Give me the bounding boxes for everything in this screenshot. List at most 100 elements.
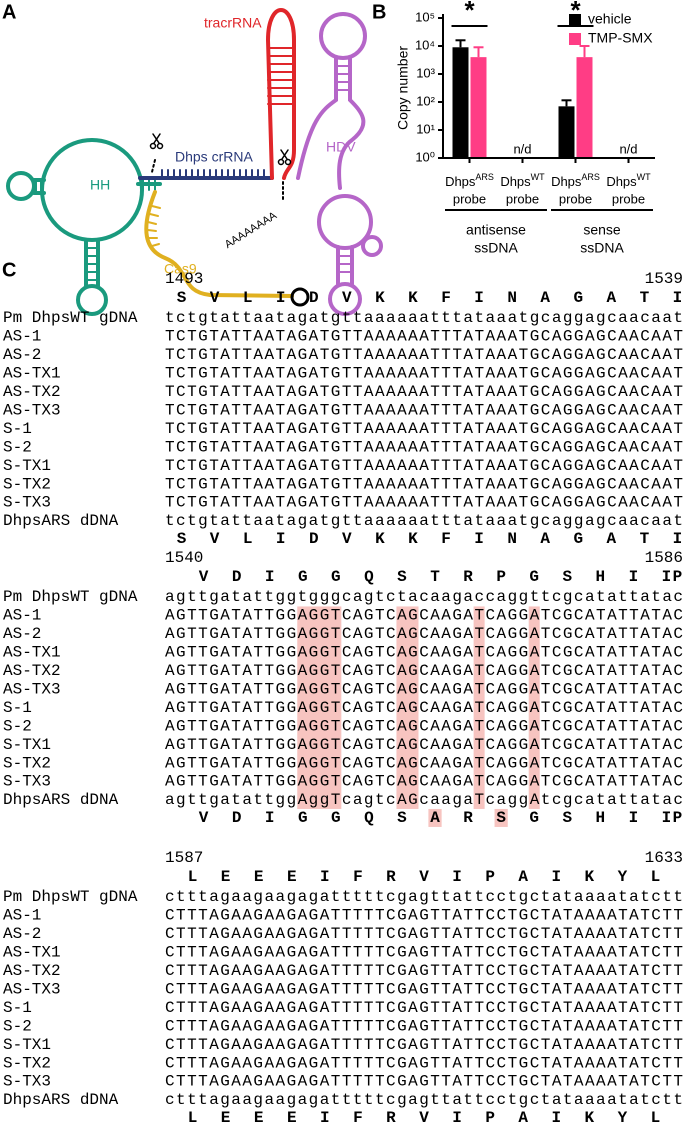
hdv-ribozyme	[296, 12, 383, 316]
amino-acid: L	[651, 868, 661, 886]
sequence: TCTGTATTAATAGATGTTAAAAAATTTATAAATGCAGGAG…	[165, 457, 683, 475]
amino-acid: P	[485, 868, 495, 886]
sequence: ctttagaagaagagatttttcgagttattcctgctataaa…	[165, 888, 683, 906]
amino-acid: I	[265, 568, 275, 586]
amino-acid: A	[518, 868, 528, 886]
row-name: AS-TX3	[3, 680, 61, 698]
aa-highlight	[428, 808, 442, 827]
x-tick-label: DhpsWT	[500, 172, 545, 189]
not-detected-label: n/d	[619, 141, 637, 156]
y-tick-label: 10⁰	[415, 149, 435, 164]
sequence-alignment: C 1493 1539 S V L I D V K K F I N A G A T I Pm DhpsWT gDNA t…	[2, 259, 683, 1127]
sequence: AGTTGATATTGGAGGTCAGTCAGCAAGATCAGGATCGCAT…	[165, 754, 683, 772]
row-name: AS-TX3	[3, 401, 61, 419]
amino-acid: L	[243, 530, 253, 548]
diagram-label: HH	[90, 177, 110, 193]
row-name: S-TX2	[3, 475, 51, 493]
amino-acid: E	[254, 1109, 264, 1127]
x-tick-label: probe	[453, 191, 486, 206]
category-superscript: ARS	[475, 172, 494, 182]
category-superscript: ARS	[581, 172, 600, 182]
amino-acid: K	[408, 530, 418, 548]
row-name: AS-TX1	[3, 365, 61, 383]
row-name: S-2	[3, 1017, 32, 1035]
position-start: 1540	[165, 549, 203, 567]
row-name: S-TX2	[3, 1054, 51, 1072]
bar	[558, 106, 575, 158]
category-superscript: WT	[531, 172, 545, 182]
amino-acid: A	[430, 809, 440, 827]
row-name: S-TX1	[3, 1036, 51, 1054]
row-name: Pm DhpsWT gDNA	[3, 888, 138, 906]
amino-acid: V	[199, 568, 209, 586]
amino-acid: A	[518, 1109, 528, 1127]
category-name: Dhps	[606, 174, 637, 189]
row-name: S-2	[3, 438, 32, 456]
amino-acid: R	[386, 1109, 396, 1127]
amino-acid: E	[287, 1109, 297, 1127]
legend-swatch	[569, 14, 581, 26]
row-name: S-1	[3, 699, 32, 717]
amino-acid: T	[640, 289, 650, 307]
group-label: antisense	[466, 222, 526, 238]
sequence: TCTGTATTAATAGATGTTAAAAAATTTATAAATGCAGGAG…	[165, 475, 683, 493]
sequence: AGTTGATATTGGAGGTCAGTCAGCAAGATCAGGATCGCAT…	[165, 662, 683, 680]
tracrrna	[265, 8, 296, 180]
row-name: AS-TX1	[3, 944, 61, 962]
group-label: sense	[583, 222, 621, 238]
significance-star: *	[464, 0, 475, 25]
amino-acid: T	[430, 568, 440, 586]
amino-acid: I	[551, 1109, 561, 1127]
diagram-label: Dhps crRNA	[175, 149, 253, 165]
amino-acid: N	[507, 530, 517, 548]
sequence: AGTTGATATTGGAGGTCAGTCAGCAAGATCAGGATCGCAT…	[165, 773, 683, 791]
legend-label: TMP-SMX	[588, 30, 653, 46]
x-tick-label: DhpsARS	[445, 172, 494, 189]
row-name: S-TX1	[3, 457, 51, 475]
amino-acid: Y	[618, 1109, 628, 1127]
row-name: S-2	[3, 717, 32, 735]
diagram-label: tracrRNA	[204, 15, 262, 31]
amino-acid: S	[562, 568, 572, 586]
row-name: S-TX2	[3, 754, 51, 772]
x-tick-label: DhpsARS	[551, 172, 600, 189]
row-name: AS-TX3	[3, 980, 61, 998]
sequence: AGTTGATATTGGAGGTCAGTCAGCAAGATCAGGATCGCAT…	[165, 625, 683, 643]
y-axis-label: Copy number	[395, 46, 411, 130]
amino-acid: N	[507, 289, 517, 307]
sequence: AGTTGATATTGGAGGTCAGTCAGCAAGATCAGGATCGCAT…	[165, 736, 683, 754]
position-end: 1539	[645, 270, 683, 288]
y-tick-label: 10³	[416, 65, 435, 80]
amino-acid: L	[188, 868, 198, 886]
sequence: TCTGTATTAATAGATGTTAAAAAATTTATAAATGCAGGAG…	[165, 438, 683, 456]
group-label: ssDNA	[474, 240, 518, 256]
y-tick-label: 10¹	[416, 121, 435, 136]
amino-acid: I	[629, 809, 639, 827]
amino-acid: A	[607, 289, 617, 307]
amino-acid: G	[529, 809, 539, 827]
amino-acid: I	[474, 289, 484, 307]
row-name: AS-2	[3, 925, 41, 943]
amino-acid: F	[441, 530, 451, 548]
amino-acid: D	[309, 289, 319, 307]
amino-acid: I	[276, 289, 286, 307]
amino-acid: I	[673, 530, 683, 548]
amino-acid: L	[651, 1109, 661, 1127]
y-tick-label: 10⁴	[415, 37, 435, 52]
sequence: TCTGTATTAATAGATGTTAAAAAATTTATAAATGCAGGAG…	[165, 494, 683, 512]
scissors	[149, 133, 292, 166]
amino-acid: R	[463, 568, 473, 586]
row-name: AS-TX2	[3, 962, 61, 980]
row-name: S-TX3	[3, 494, 51, 512]
amino-acid: I	[320, 1109, 330, 1127]
mutation-highlight	[473, 606, 485, 809]
category-superscript: WT	[637, 172, 651, 182]
row-name: S-TX3	[3, 1073, 51, 1091]
amino-acid: D	[232, 809, 242, 827]
amino-acid: I	[629, 568, 639, 586]
amino-acid: Q	[364, 809, 374, 827]
amino-acid: S	[397, 568, 407, 586]
diagram-label: Cas9	[164, 261, 197, 277]
